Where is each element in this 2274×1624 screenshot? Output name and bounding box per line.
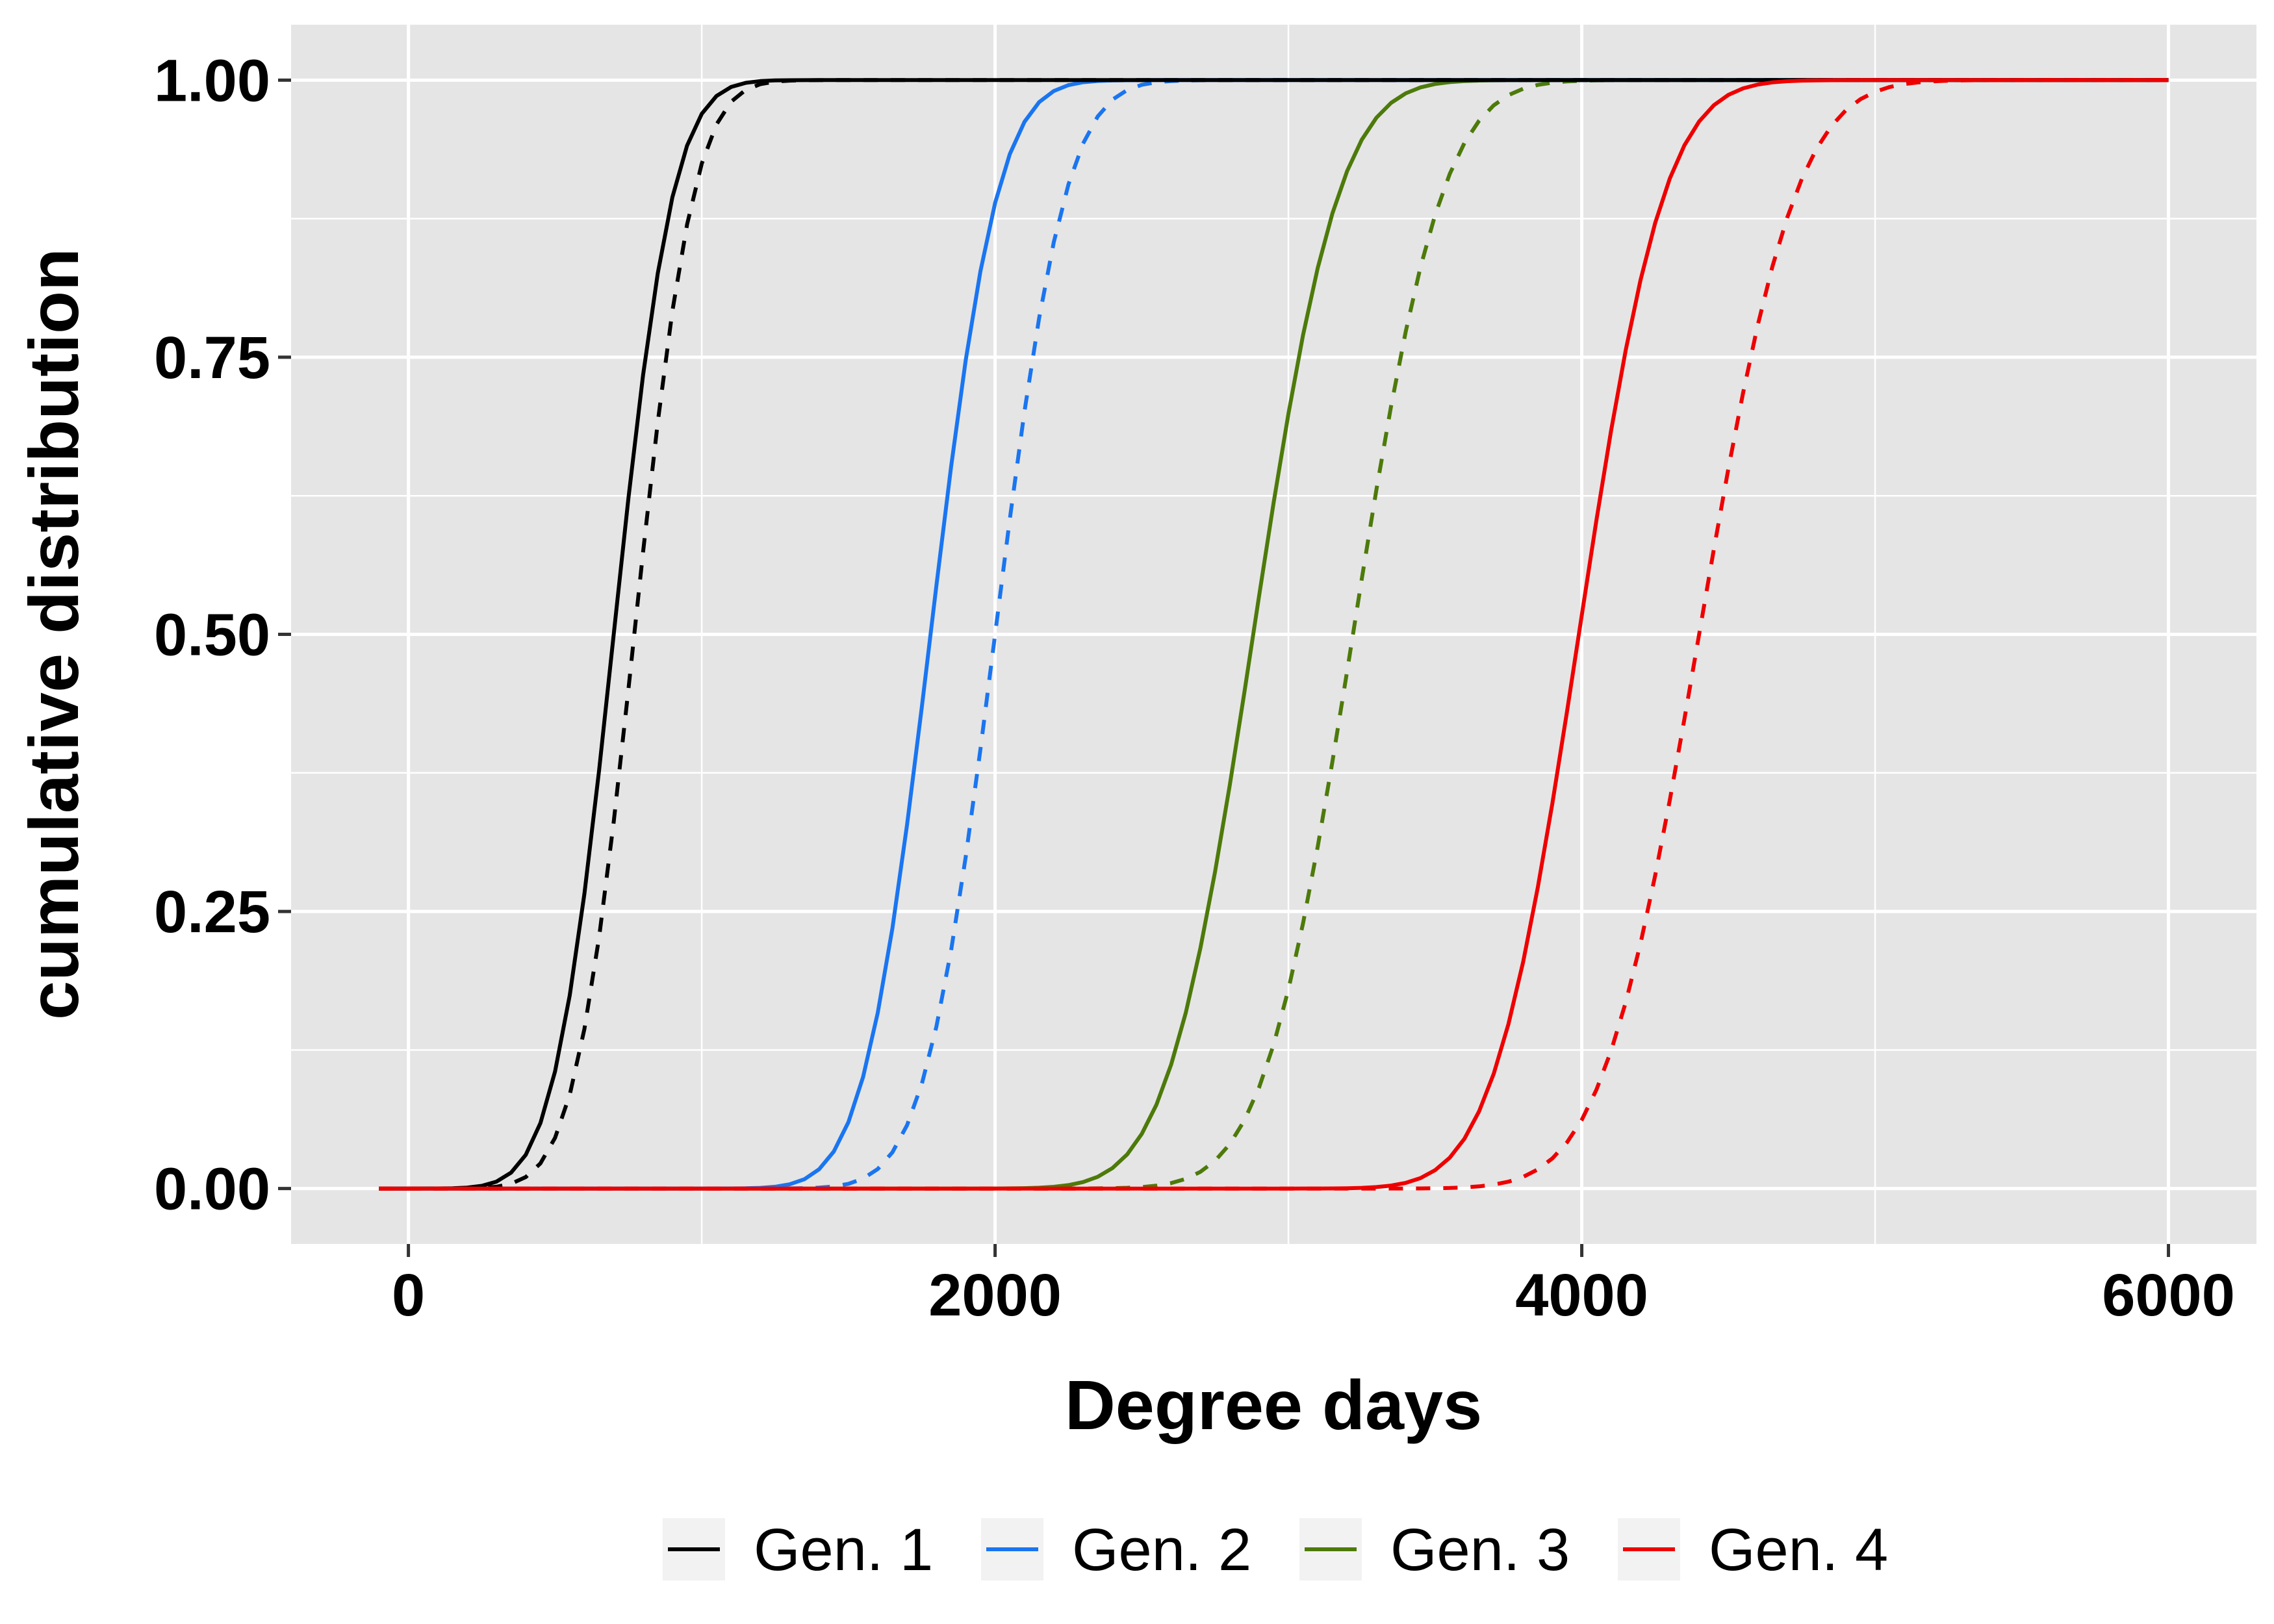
legend: Gen. 1 Gen. 2 Gen. 3 Gen. 4 [663,1517,1888,1583]
grid-major [291,25,2256,1244]
x-tick-label: 2000 [928,1262,1062,1328]
y-axis: 0.00 0.25 0.50 0.75 1.00 [154,47,291,1223]
x-axis: 0 2000 4000 6000 [392,1244,2235,1328]
legend-label: Gen. 3 [1390,1517,1570,1583]
y-tick-label: 0.75 [154,325,270,391]
y-tick-label: 0.25 [154,879,270,945]
y-tick-label: 0.00 [154,1156,270,1223]
y-axis-title: cumulative distribution [14,248,93,1020]
legend-label: Gen. 4 [1709,1517,1888,1583]
x-tick-label: 6000 [2102,1262,2235,1328]
y-tick-label: 1.00 [154,47,270,114]
series-layer [379,78,2169,1191]
series-line-gen-4-solid [379,78,2169,1191]
x-axis-title: Degree days [1065,1365,1482,1444]
legend-label: Gen. 2 [1072,1517,1251,1583]
x-tick-label: 4000 [1515,1262,1648,1328]
y-tick-label: 0.50 [154,602,270,668]
series-line-gen-1-dashed [379,78,2169,1191]
legend-label: Gen. 1 [754,1517,933,1583]
x-tick-label: 0 [392,1262,425,1328]
